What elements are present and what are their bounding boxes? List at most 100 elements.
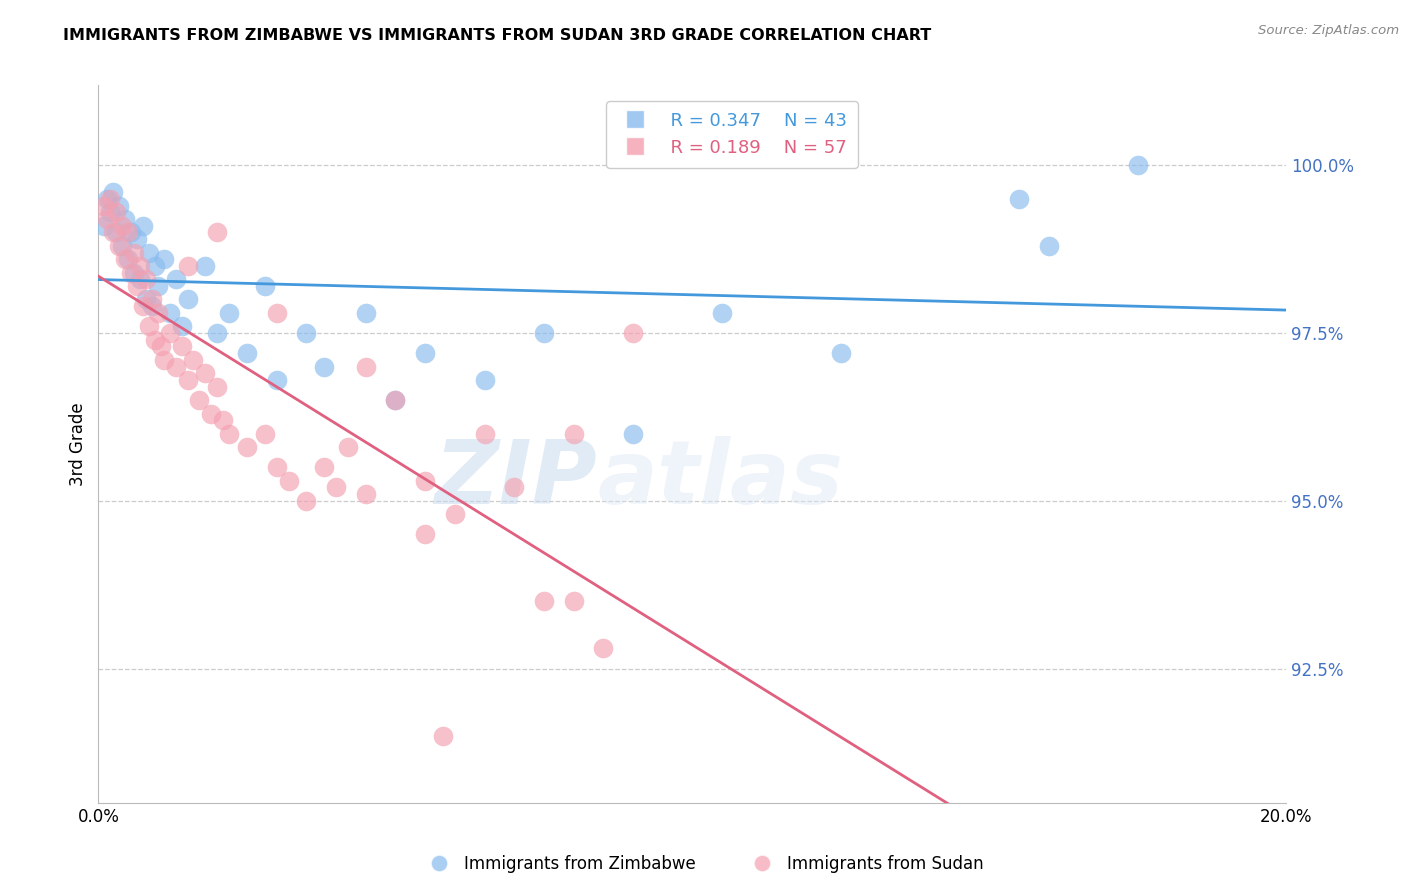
Point [1038, 239, 1060, 253]
Point [266, 306, 288, 320]
Point [122, 266, 145, 280]
Point [1008, 192, 1031, 206]
Point [176, 293, 198, 307]
Legend: Immigrants from Zimbabwe, Immigrants from Sudan: Immigrants from Zimbabwe, Immigrants fro… [416, 848, 990, 880]
Point [354, 487, 377, 501]
Point [444, 507, 467, 521]
Point [105, 226, 128, 240]
Text: ZIP: ZIP [434, 436, 598, 524]
Point [117, 226, 139, 240]
Point [125, 232, 148, 246]
Point [105, 205, 128, 219]
Point [207, 326, 229, 340]
Point [165, 272, 187, 286]
Point [207, 380, 229, 394]
Y-axis label: 3rd Grade: 3rd Grade [69, 402, 87, 485]
Point [132, 299, 155, 313]
Point [129, 259, 152, 273]
Point [143, 259, 166, 273]
Point [96, 192, 118, 206]
Point [266, 460, 288, 475]
Point [120, 266, 142, 280]
Point [621, 326, 644, 340]
Point [277, 474, 299, 488]
Point [336, 440, 359, 454]
Point [96, 211, 118, 226]
Point [135, 272, 157, 286]
Point [108, 239, 131, 253]
Point [125, 279, 148, 293]
Point [413, 346, 436, 360]
Point [159, 306, 181, 320]
Point [93, 219, 115, 233]
Point [183, 352, 205, 367]
Point [93, 198, 115, 212]
Point [711, 306, 734, 320]
Point [122, 245, 145, 260]
Point [149, 339, 172, 353]
Point [236, 346, 259, 360]
Point [253, 279, 276, 293]
Point [218, 306, 240, 320]
Point [141, 293, 163, 307]
Point [474, 373, 496, 387]
Point [152, 252, 174, 267]
Point [562, 426, 585, 441]
Point [138, 319, 160, 334]
Point [135, 293, 157, 307]
Point [176, 259, 198, 273]
Point [236, 440, 259, 454]
Point [143, 333, 166, 347]
Point [830, 346, 852, 360]
Text: atlas: atlas [598, 436, 844, 524]
Point [170, 339, 193, 353]
Point [103, 185, 125, 199]
Point [111, 219, 134, 233]
Point [194, 367, 217, 381]
Point [621, 426, 644, 441]
Point [562, 594, 585, 608]
Point [314, 359, 336, 374]
Point [98, 205, 121, 219]
Point [314, 460, 336, 475]
Point [384, 393, 406, 408]
Point [176, 373, 198, 387]
Point [114, 252, 136, 267]
Point [384, 393, 406, 408]
Point [474, 426, 496, 441]
Point [138, 245, 160, 260]
Point [170, 319, 193, 334]
Point [98, 192, 121, 206]
Point [1126, 158, 1149, 172]
Point [194, 259, 217, 273]
Point [212, 413, 235, 427]
Point [354, 359, 377, 374]
Point [114, 211, 136, 226]
Point [354, 306, 377, 320]
Point [141, 299, 163, 313]
Point [266, 373, 288, 387]
Point [533, 326, 555, 340]
Point [129, 272, 152, 286]
Point [200, 407, 222, 421]
Text: IMMIGRANTS FROM ZIMBABWE VS IMMIGRANTS FROM SUDAN 3RD GRADE CORRELATION CHART: IMMIGRANTS FROM ZIMBABWE VS IMMIGRANTS F… [63, 28, 932, 43]
Point [146, 306, 169, 320]
Point [111, 239, 134, 253]
Point [295, 326, 318, 340]
Point [132, 219, 155, 233]
Point [108, 198, 131, 212]
Point [253, 426, 276, 441]
Point [103, 226, 125, 240]
Point [146, 279, 169, 293]
Point [295, 493, 318, 508]
Point [325, 480, 347, 494]
Point [592, 641, 614, 656]
Point [413, 474, 436, 488]
Text: Source: ZipAtlas.com: Source: ZipAtlas.com [1258, 24, 1399, 37]
Point [218, 426, 240, 441]
Point [432, 729, 454, 743]
Point [413, 527, 436, 541]
Point [503, 480, 526, 494]
Point [159, 326, 181, 340]
Point [120, 226, 142, 240]
